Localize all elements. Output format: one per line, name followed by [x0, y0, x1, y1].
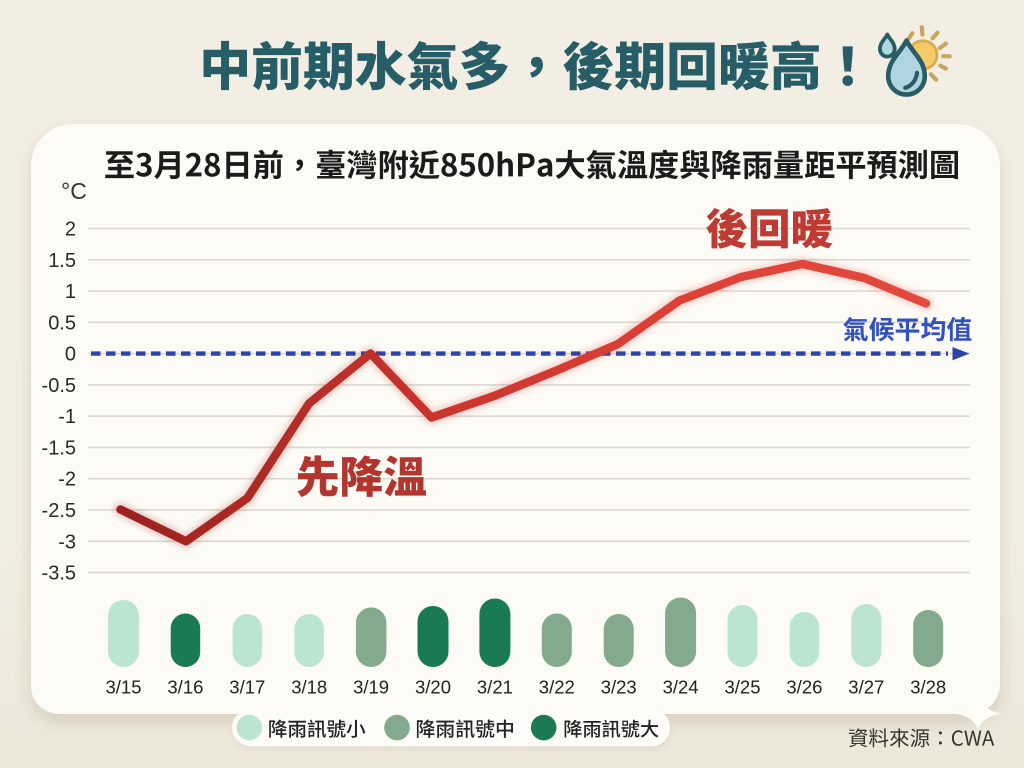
svg-text:-1.5: -1.5: [42, 437, 76, 459]
svg-text:3/19: 3/19: [353, 677, 389, 698]
svg-text:3/21: 3/21: [477, 677, 513, 698]
svg-text:1: 1: [65, 281, 76, 303]
svg-text:-2: -2: [58, 469, 76, 491]
svg-text:3/23: 3/23: [601, 677, 637, 698]
svg-text:-1: -1: [58, 406, 76, 428]
svg-text:2: 2: [65, 219, 76, 241]
svg-text:3/18: 3/18: [291, 677, 327, 698]
svg-text:3/24: 3/24: [663, 677, 699, 698]
svg-text:3/22: 3/22: [539, 677, 575, 698]
svg-text:0.5: 0.5: [48, 312, 76, 334]
svg-text:3/15: 3/15: [105, 677, 141, 698]
svg-text:-0.5: -0.5: [42, 375, 76, 397]
svg-text:3/28: 3/28: [910, 677, 946, 698]
svg-text:3/27: 3/27: [848, 677, 884, 698]
svg-text:3/17: 3/17: [229, 677, 265, 698]
svg-text:0: 0: [65, 344, 76, 366]
svg-text:1.5: 1.5: [48, 250, 76, 272]
svg-text:3/25: 3/25: [724, 677, 760, 698]
svg-text:°C: °C: [61, 178, 87, 204]
svg-text:-3: -3: [58, 531, 76, 553]
svg-text:3/26: 3/26: [786, 677, 822, 698]
svg-text:3/20: 3/20: [415, 677, 451, 698]
svg-text:-3.5: -3.5: [42, 563, 76, 585]
svg-text:-2.5: -2.5: [42, 500, 76, 522]
svg-text:3/16: 3/16: [167, 677, 203, 698]
